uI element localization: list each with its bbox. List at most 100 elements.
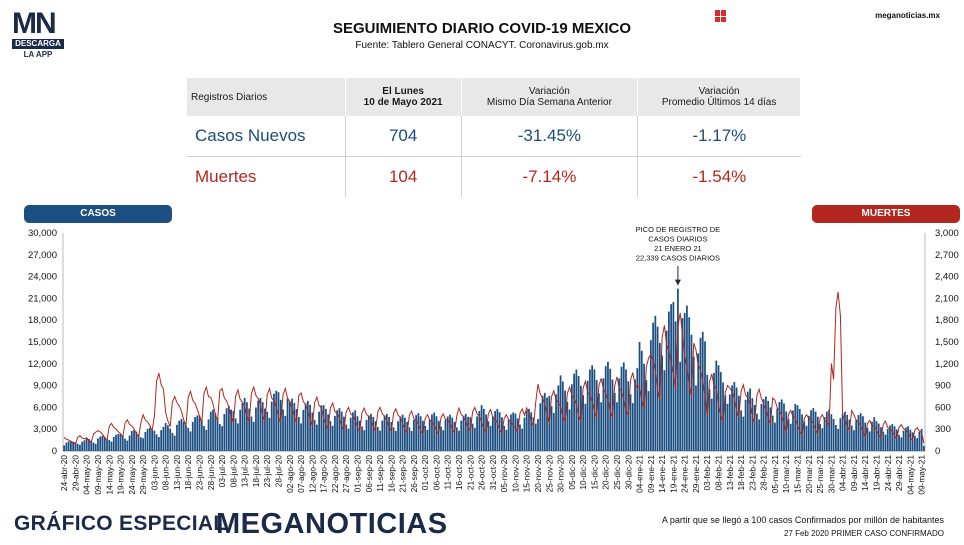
peak-arrow-icon: [674, 279, 681, 286]
site-url[interactable]: meganoticias.mx: [875, 11, 940, 20]
case-bar: [376, 426, 379, 451]
x-tick-label: 10-mar-21: [781, 455, 791, 494]
case-bar: [189, 431, 192, 451]
case-bar: [261, 402, 264, 451]
case-bar: [70, 440, 72, 451]
col-header-date: El Lunes 10 de Mayo 2021: [345, 78, 462, 116]
case-bar: [916, 438, 918, 451]
row-label-casos: Casos Nuevos: [187, 116, 346, 157]
case-bar: [871, 421, 873, 451]
col-header-registros: Registros Diarios: [187, 78, 346, 116]
x-tick-label: 02-ago-20: [285, 455, 295, 493]
y-tick-right-label: 1,500: [935, 337, 959, 348]
case-bar: [212, 409, 214, 451]
x-tick-label: 13-jul-20: [240, 455, 250, 488]
case-bar: [428, 419, 431, 451]
x-tick-label: 04-may-21: [905, 455, 915, 495]
y-tick-right-label: 3,000: [935, 228, 959, 239]
legend-muertes: MUERTES: [812, 205, 960, 223]
logo-tagline: LA APP: [23, 50, 53, 59]
case-bar: [559, 375, 562, 451]
case-bar: [458, 430, 460, 451]
case-bar: [828, 409, 830, 451]
x-tick-label: 14-abr-21: [860, 455, 870, 491]
case-bar: [476, 416, 478, 451]
case-bar: [99, 436, 102, 451]
case-bar: [110, 441, 113, 451]
case-bar: [182, 421, 185, 451]
case-bar: [552, 413, 555, 451]
case-bar: [589, 369, 591, 451]
x-tick-label: 17-ago-20: [319, 455, 329, 493]
case-bar: [464, 413, 467, 451]
case-bar: [889, 425, 891, 451]
x-tick-label: 01-oct-20: [420, 455, 430, 490]
meganoticias-logo[interactable]: MN DESCARGA LA APP: [12, 9, 64, 60]
case-bar: [442, 430, 445, 451]
case-bar: [320, 405, 323, 451]
case-bar: [153, 430, 156, 451]
case-bar: [832, 419, 835, 451]
case-bar: [570, 384, 573, 451]
case-bar: [573, 373, 575, 451]
case-bar: [751, 398, 754, 451]
case-bar: [426, 429, 429, 451]
x-tick-label: 15-mar-21: [793, 455, 803, 494]
case-bar: [909, 429, 912, 451]
case-bar: [857, 415, 860, 451]
case-bar: [794, 404, 797, 451]
case-bar: [338, 408, 341, 451]
case-bar: [169, 428, 172, 451]
y-tick-left-label: 24,000: [28, 272, 57, 283]
casos-var-week: -31.45%: [461, 116, 639, 157]
case-bar: [97, 438, 99, 451]
case-bar: [252, 421, 255, 451]
x-tick-label: 01-sep-20: [353, 455, 363, 493]
x-tick-label: 26-sep-20: [409, 455, 419, 493]
case-bar: [257, 400, 260, 451]
case-bar: [699, 337, 702, 451]
x-tick-label: 28-jul-20: [274, 455, 284, 488]
case-bar: [410, 431, 413, 451]
logo-badge: DESCARGA: [12, 39, 64, 49]
x-tick-label: 29-abr-20: [70, 455, 80, 491]
case-bar: [719, 372, 722, 451]
case-bar: [496, 408, 499, 451]
case-bar: [293, 402, 296, 451]
case-bar: [200, 420, 203, 451]
case-bar: [724, 395, 727, 451]
y-tick-right-label: 900: [935, 381, 951, 392]
case-bar: [478, 410, 481, 451]
case-bar: [415, 415, 418, 451]
x-tick-label: 24-abr-21: [883, 455, 893, 491]
case-bar: [665, 330, 668, 451]
legend-casos: CASOS: [24, 205, 172, 223]
case-bar: [370, 413, 372, 451]
case-bar: [882, 431, 885, 451]
case-bar: [354, 410, 357, 451]
x-tick-label: 15-dic-20: [589, 455, 599, 490]
case-bar: [821, 428, 824, 451]
y-tick-left-label: 18,000: [28, 315, 57, 326]
case-bar: [313, 419, 316, 451]
y-tick-right-label: 300: [935, 424, 951, 435]
case-bar: [850, 425, 853, 451]
col-header-var-14d: Variación Promedio Últimos 14 días: [637, 78, 801, 116]
case-bar: [230, 409, 232, 451]
case-bar: [663, 370, 666, 451]
case-bar: [805, 425, 808, 451]
case-bar: [920, 428, 923, 451]
case-bar: [848, 419, 851, 451]
case-bar: [877, 423, 880, 451]
case-bar: [345, 424, 348, 451]
x-tick-label: 09-may-20: [93, 455, 103, 495]
y-tick-left-label: 0: [52, 446, 57, 457]
case-bar: [487, 421, 490, 451]
case-bar: [652, 322, 654, 451]
case-bar: [198, 415, 201, 451]
case-bar: [582, 395, 585, 451]
x-tick-label: 09-abr-21: [849, 455, 859, 491]
case-bar: [255, 407, 257, 451]
case-bar: [600, 402, 603, 451]
case-bar: [63, 445, 66, 451]
